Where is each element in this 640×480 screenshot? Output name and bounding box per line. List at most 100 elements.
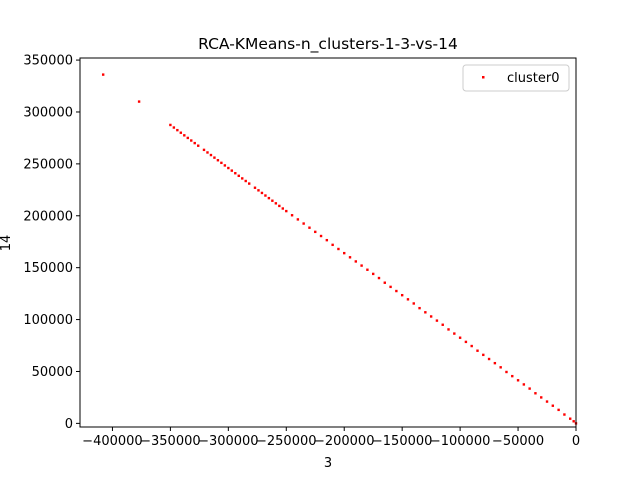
data-point: [260, 191, 264, 195]
data-point: [412, 302, 415, 305]
data-point: [505, 370, 508, 374]
y-tick-label: 0: [65, 417, 73, 432]
data-point: [237, 174, 240, 178]
data-point: [406, 298, 410, 301]
x-tick-label: −100000: [430, 434, 491, 449]
data-point: [213, 156, 216, 159]
data-point: [395, 289, 398, 293]
y-tick-label: 200000: [23, 209, 73, 224]
data-point: [516, 379, 520, 382]
data-point: [557, 408, 560, 412]
data-point: [234, 172, 237, 175]
data-point: [308, 226, 311, 229]
y-tick-label: 300000: [23, 105, 73, 120]
chart-title: RCA-KMeans-n_clusters-1-3-vs-14: [198, 35, 458, 54]
data-point: [511, 374, 514, 378]
data-point: [528, 387, 531, 390]
x-tick-label: −250000: [256, 434, 317, 449]
data-point: [230, 169, 234, 172]
data-point: [179, 131, 183, 134]
data-point: [302, 222, 305, 225]
data-point: [383, 281, 386, 284]
y-tick-label: 250000: [23, 157, 73, 172]
y-tick-label: 50000: [32, 365, 73, 380]
x-tick-label: −300000: [198, 434, 259, 449]
data-point: [248, 182, 251, 185]
y-axis-label: 14: [0, 235, 14, 252]
data-point: [137, 100, 141, 103]
data-point: [354, 260, 358, 263]
x-axis-label: 3: [324, 456, 332, 471]
data-point: [206, 151, 209, 154]
data-point: [216, 159, 220, 162]
data-point: [257, 189, 260, 192]
y-axis-ticks: 0 50000 100000 150000 200000 250000 300000 3500…: [23, 54, 80, 432]
data-point: [197, 144, 200, 147]
axes-frame: [79, 57, 577, 428]
x-tick-label: −50000: [492, 434, 544, 449]
data-point: [343, 251, 346, 255]
data-point: [253, 186, 257, 189]
data-point: [193, 141, 196, 145]
data-point: [271, 199, 274, 202]
x-tick-label: 0: [572, 434, 580, 449]
data-point: [290, 214, 294, 217]
data-point: [348, 256, 352, 259]
data-point: [172, 126, 176, 129]
legend-label-cluster0: cluster0: [507, 71, 559, 86]
data-point: [377, 276, 381, 280]
data-point: [227, 166, 230, 170]
data-point: [470, 344, 473, 348]
data-point: [572, 420, 575, 423]
data-point: [493, 361, 497, 365]
data-point: [264, 194, 267, 197]
data-point: [400, 293, 404, 297]
data-point: [296, 218, 300, 221]
data-point: [482, 353, 485, 357]
data-point: [169, 123, 172, 127]
data-point: [545, 400, 549, 403]
data-point: [337, 247, 340, 251]
data-point: [209, 153, 213, 157]
y-tick-label: 350000: [23, 54, 73, 69]
data-point: [176, 128, 179, 132]
data-point: [435, 319, 439, 322]
data-point: [183, 134, 186, 137]
data-point: [223, 164, 227, 167]
legend-marker: [482, 76, 485, 79]
y-tick-label: 150000: [23, 261, 73, 276]
data-point: [278, 204, 281, 208]
data-point: [319, 234, 323, 238]
y-tick-label: 100000: [23, 313, 73, 328]
data-point: [360, 264, 363, 267]
x-tick-label: −400000: [82, 434, 143, 449]
data-point: [458, 336, 462, 339]
data-point: [424, 311, 427, 314]
data-point: [453, 332, 456, 335]
x-axis-ticks: −400000−350000−300000−250000−200000−1500…: [82, 427, 580, 449]
data-point: [285, 209, 288, 213]
data-point: [244, 179, 247, 183]
data-point: [331, 243, 334, 247]
data-point: [464, 340, 468, 344]
data-point: [569, 417, 572, 420]
data-point: [447, 328, 450, 331]
legend-box: [462, 64, 570, 92]
data-point: [274, 202, 278, 205]
data-point: [499, 366, 502, 369]
data-point: [314, 230, 317, 234]
data-point: [563, 413, 566, 416]
data-point: [241, 177, 244, 180]
data-point: [190, 139, 193, 142]
data-points: [101, 73, 578, 425]
data-point: [101, 73, 105, 76]
x-tick-label: −150000: [372, 434, 433, 449]
data-point: [551, 404, 555, 407]
plot-area: [80, 58, 576, 427]
data-point: [418, 306, 421, 310]
data-point: [534, 392, 537, 395]
data-point: [267, 196, 271, 200]
x-tick-label: −350000: [140, 434, 201, 449]
data-point: [281, 207, 284, 210]
